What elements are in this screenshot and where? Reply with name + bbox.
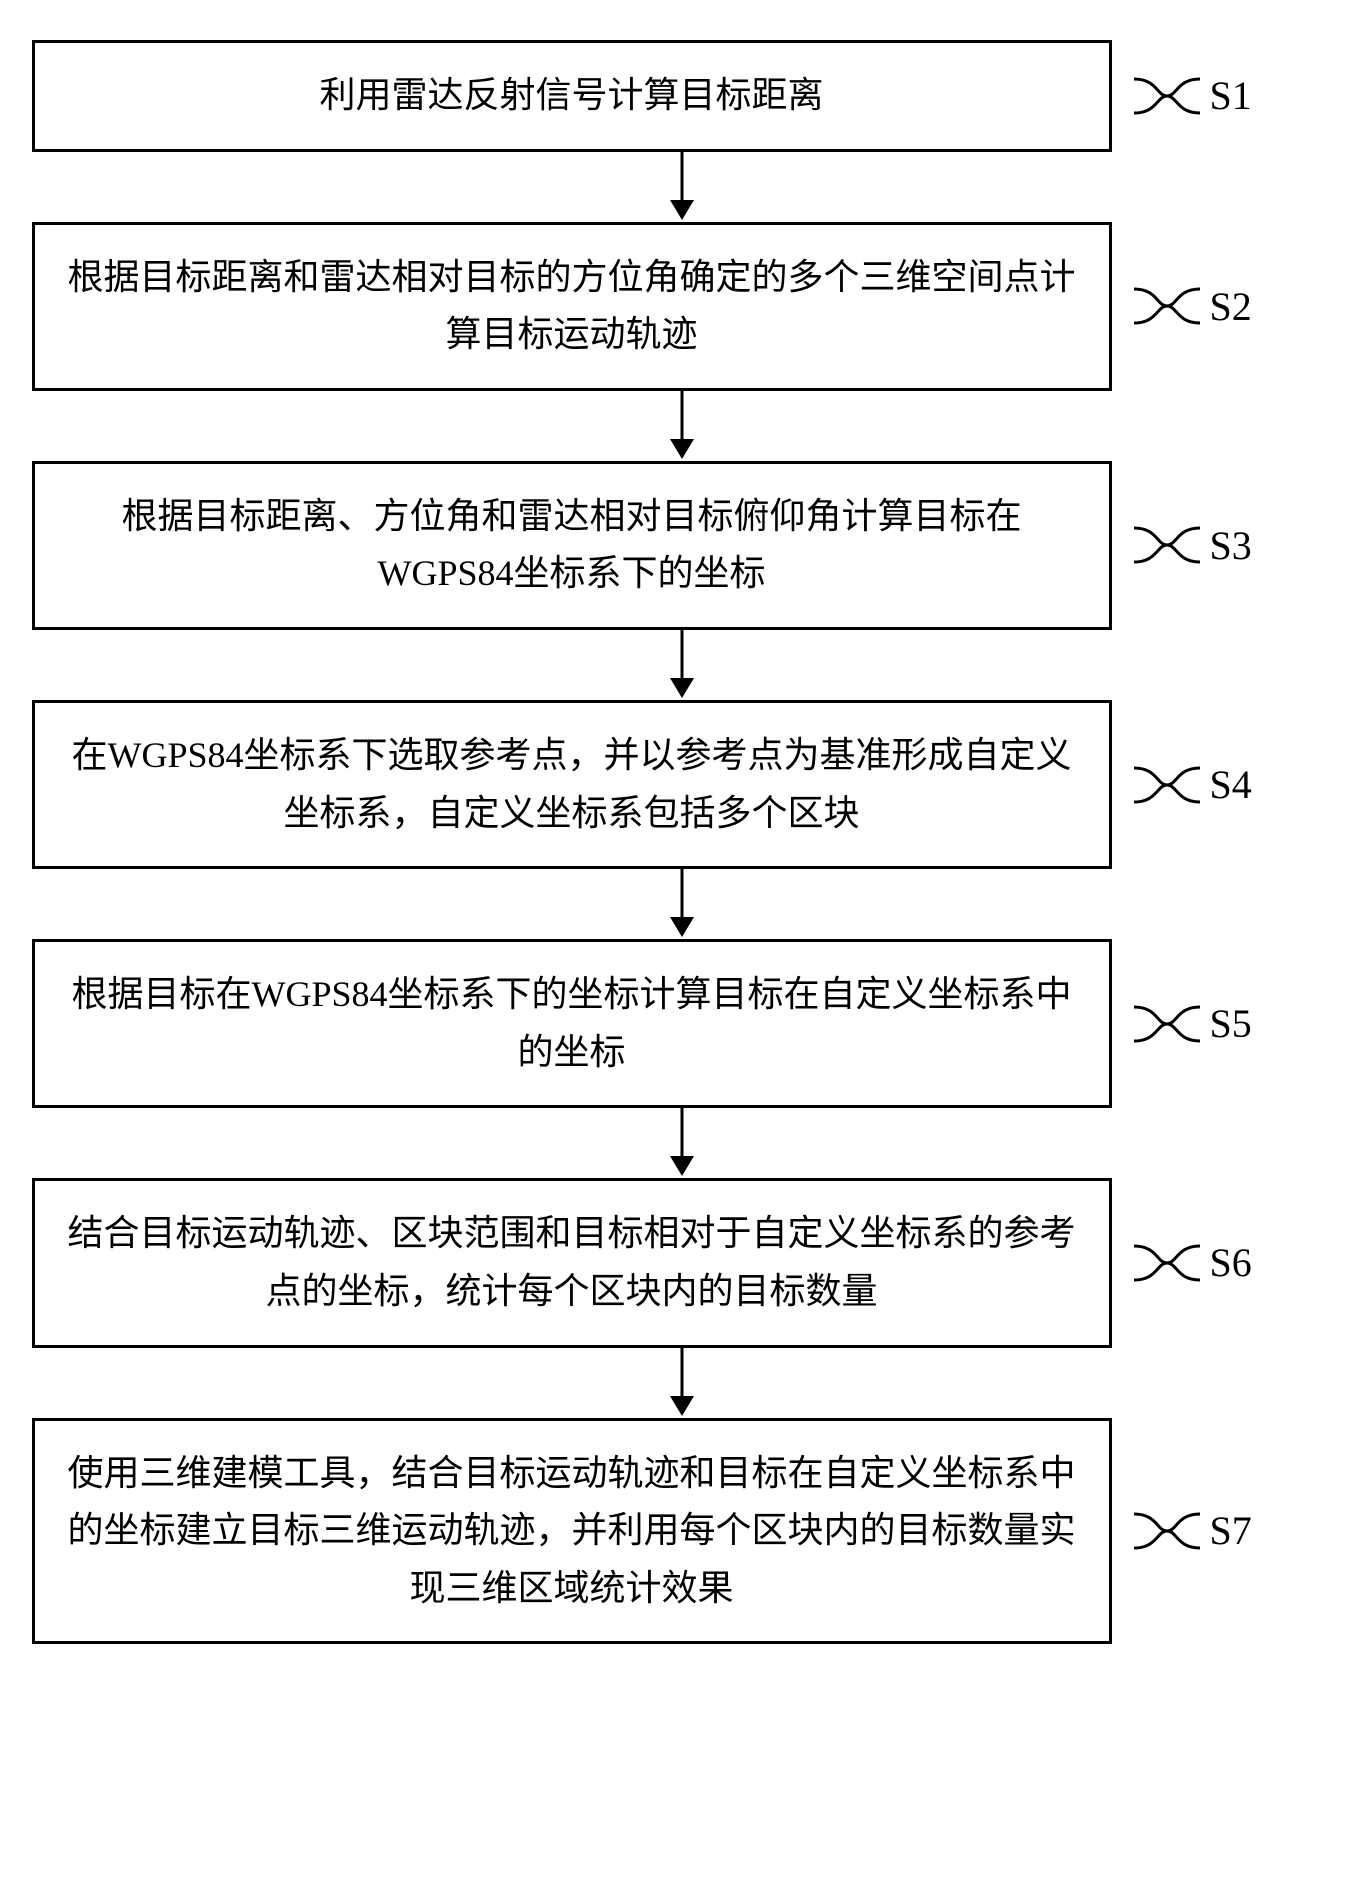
step-label-wrap-s7: S7 bbox=[1132, 1506, 1312, 1556]
step-label-s3: S3 bbox=[1210, 522, 1252, 569]
step-label-s6: S6 bbox=[1210, 1239, 1252, 1286]
arrow-s4-s5 bbox=[142, 869, 1222, 939]
flowchart-container: 利用雷达反射信号计算目标距离 S1 根据目标距离和雷达相对目标的方位角确定的多个… bbox=[32, 40, 1332, 1644]
step-text-s2: 根据目标距离和雷达相对目标的方位角确定的多个三维空间点计算目标运动轨迹 bbox=[67, 249, 1077, 364]
connector-curve-icon bbox=[1132, 1506, 1202, 1556]
arrow-down-icon bbox=[662, 1348, 702, 1418]
arrow-down-icon bbox=[662, 630, 702, 700]
connector-curve-icon bbox=[1132, 999, 1202, 1049]
step-text-s3: 根据目标距离、方位角和雷达相对目标俯仰角计算目标在WGPS84坐标系下的坐标 bbox=[67, 488, 1077, 603]
step-text-s1: 利用雷达反射信号计算目标距离 bbox=[319, 67, 823, 125]
step-label-wrap-s2: S2 bbox=[1132, 281, 1312, 331]
step-label-s5: S5 bbox=[1210, 1000, 1252, 1047]
step-row-s5: 根据目标在WGPS84坐标系下的坐标计算目标在自定义坐标系中的坐标 S5 bbox=[32, 939, 1332, 1108]
arrow-down-icon bbox=[662, 869, 702, 939]
step-row-s4: 在WGPS84坐标系下选取参考点，并以参考点为基准形成自定义坐标系，自定义坐标系… bbox=[32, 700, 1332, 869]
step-text-s5: 根据目标在WGPS84坐标系下的坐标计算目标在自定义坐标系中的坐标 bbox=[67, 966, 1077, 1081]
arrow-down-icon bbox=[662, 1108, 702, 1178]
arrow-s1-s2 bbox=[142, 152, 1222, 222]
arrow-s3-s4 bbox=[142, 630, 1222, 700]
step-box-s2: 根据目标距离和雷达相对目标的方位角确定的多个三维空间点计算目标运动轨迹 bbox=[32, 222, 1112, 391]
connector-curve-icon bbox=[1132, 71, 1202, 121]
step-box-s4: 在WGPS84坐标系下选取参考点，并以参考点为基准形成自定义坐标系，自定义坐标系… bbox=[32, 700, 1112, 869]
arrow-down-icon bbox=[662, 391, 702, 461]
arrow-s5-s6 bbox=[142, 1108, 1222, 1178]
arrow-s6-s7 bbox=[142, 1348, 1222, 1418]
step-row-s1: 利用雷达反射信号计算目标距离 S1 bbox=[32, 40, 1332, 152]
step-label-s2: S2 bbox=[1210, 283, 1252, 330]
step-label-wrap-s3: S3 bbox=[1132, 520, 1312, 570]
step-text-s4: 在WGPS84坐标系下选取参考点，并以参考点为基准形成自定义坐标系，自定义坐标系… bbox=[67, 727, 1077, 842]
step-label-wrap-s5: S5 bbox=[1132, 999, 1312, 1049]
connector-curve-icon bbox=[1132, 281, 1202, 331]
step-label-s1: S1 bbox=[1210, 72, 1252, 119]
step-label-s4: S4 bbox=[1210, 761, 1252, 808]
step-box-s7: 使用三维建模工具，结合目标运动轨迹和目标在自定义坐标系中的坐标建立目标三维运动轨… bbox=[32, 1418, 1112, 1645]
step-label-wrap-s4: S4 bbox=[1132, 760, 1312, 810]
connector-curve-icon bbox=[1132, 760, 1202, 810]
step-box-s5: 根据目标在WGPS84坐标系下的坐标计算目标在自定义坐标系中的坐标 bbox=[32, 939, 1112, 1108]
connector-curve-icon bbox=[1132, 1238, 1202, 1288]
step-row-s7: 使用三维建模工具，结合目标运动轨迹和目标在自定义坐标系中的坐标建立目标三维运动轨… bbox=[32, 1418, 1332, 1645]
step-text-s6: 结合目标运动轨迹、区块范围和目标相对于自定义坐标系的参考点的坐标，统计每个区块内… bbox=[67, 1205, 1077, 1320]
step-row-s2: 根据目标距离和雷达相对目标的方位角确定的多个三维空间点计算目标运动轨迹 S2 bbox=[32, 222, 1332, 391]
arrow-down-icon bbox=[662, 152, 702, 222]
step-box-s3: 根据目标距离、方位角和雷达相对目标俯仰角计算目标在WGPS84坐标系下的坐标 bbox=[32, 461, 1112, 630]
step-text-s7: 使用三维建模工具，结合目标运动轨迹和目标在自定义坐标系中的坐标建立目标三维运动轨… bbox=[67, 1445, 1077, 1618]
step-label-wrap-s6: S6 bbox=[1132, 1238, 1312, 1288]
step-box-s6: 结合目标运动轨迹、区块范围和目标相对于自定义坐标系的参考点的坐标，统计每个区块内… bbox=[32, 1178, 1112, 1347]
step-row-s3: 根据目标距离、方位角和雷达相对目标俯仰角计算目标在WGPS84坐标系下的坐标 S… bbox=[32, 461, 1332, 630]
step-label-wrap-s1: S1 bbox=[1132, 71, 1312, 121]
step-box-s1: 利用雷达反射信号计算目标距离 bbox=[32, 40, 1112, 152]
step-row-s6: 结合目标运动轨迹、区块范围和目标相对于自定义坐标系的参考点的坐标，统计每个区块内… bbox=[32, 1178, 1332, 1347]
arrow-s2-s3 bbox=[142, 391, 1222, 461]
step-label-s7: S7 bbox=[1210, 1507, 1252, 1554]
connector-curve-icon bbox=[1132, 520, 1202, 570]
